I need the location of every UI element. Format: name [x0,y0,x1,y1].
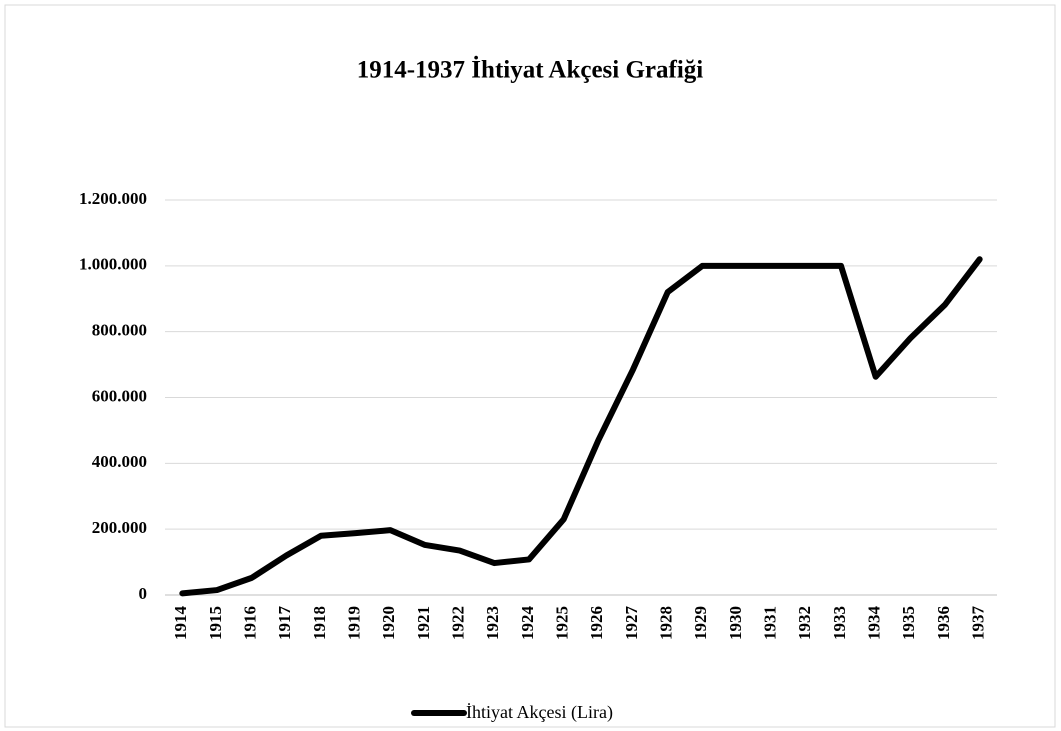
x-tick-label: 1922 [449,606,468,640]
x-tick-label: 1919 [345,606,364,640]
y-tick-label: 800.000 [92,321,147,340]
x-tick-label: 1931 [761,606,780,640]
x-tick-label: 1929 [691,606,710,640]
x-tick-label: 1927 [622,606,641,641]
y-tick-label: 600.000 [92,386,147,405]
x-tick-label: 1918 [310,606,329,640]
chart-title: 1914-1937 İhtiyat Akçesi Grafiği [357,56,704,84]
y-tick-label: 1.200.000 [79,189,147,208]
x-tick-label: 1921 [414,606,433,640]
y-tick-label: 400.000 [92,452,147,471]
x-tick-label: 1914 [171,606,190,641]
x-tick-label: 1937 [969,606,988,641]
x-tick-label: 1917 [275,606,294,641]
x-tick-label: 1933 [830,606,849,640]
x-tick-label: 1926 [587,606,606,640]
x-tick-label: 1924 [518,606,537,641]
data-line [179,256,983,597]
x-tick-label: 1920 [379,606,398,640]
x-tick-label: 1925 [553,606,572,640]
x-tick-label: 1923 [483,606,502,640]
x-tick-label: 1916 [241,606,260,640]
y-tick-label: 0 [139,584,148,603]
x-tick-label: 1930 [726,606,745,640]
x-tick-label: 1928 [657,606,676,640]
legend-label: İhtiyat Akçesi (Lira) [466,702,613,723]
x-tick-label: 1932 [795,606,814,640]
chart-border [4,4,1056,728]
x-tick-label: 1936 [934,606,953,640]
x-tick-label: 1915 [206,606,225,640]
x-tick-label: 1934 [865,606,884,641]
y-tick-label: 200.000 [92,518,147,537]
x-tick-label: 1935 [899,606,918,640]
y-tick-label: 1.000.000 [79,255,147,274]
